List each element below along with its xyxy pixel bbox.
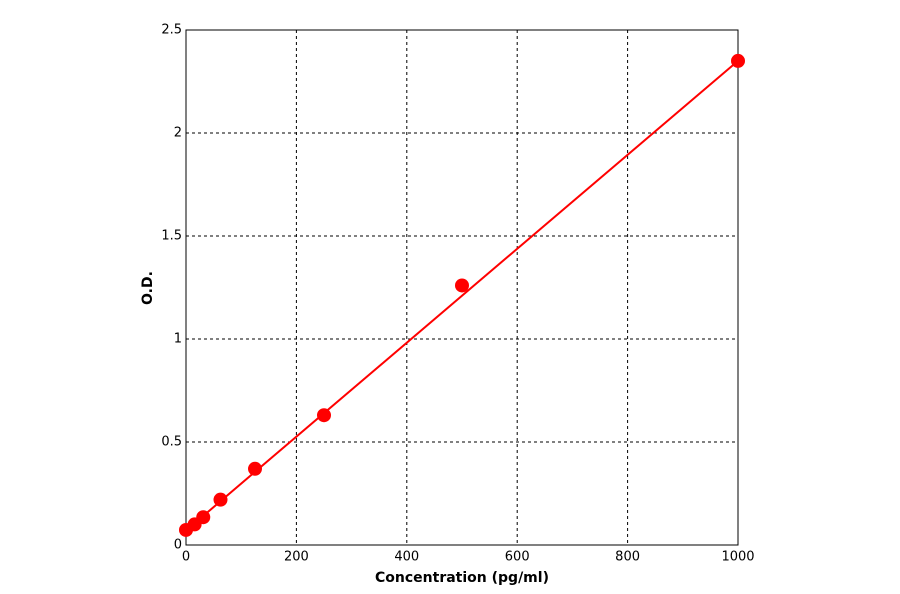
x-tick-label: 600 — [505, 550, 530, 565]
x-tick-label: 400 — [394, 550, 419, 565]
x-tick-label: 1000 — [721, 550, 754, 565]
data-point — [213, 492, 228, 507]
data-point — [196, 510, 211, 525]
data-point — [248, 461, 262, 476]
y-tick-label: 1.5 — [161, 229, 182, 244]
data-point — [731, 53, 745, 68]
plot-border — [185, 29, 739, 546]
x-tick-label: 200 — [284, 550, 309, 565]
y-tick-label: 2 — [174, 126, 182, 141]
y-tick-label: 1 — [174, 332, 182, 347]
y-tick-label: 2.5 — [161, 23, 182, 38]
y-axis-label: O.D. — [140, 271, 156, 305]
x-tick-label: 800 — [615, 550, 640, 565]
data-point — [455, 278, 469, 293]
data-point — [317, 408, 331, 423]
x-tick-label: 0 — [182, 550, 190, 565]
x-axis-label: Concentration (pg/ml) — [375, 570, 549, 586]
y-tick-label: 0.5 — [161, 435, 182, 450]
y-tick-label: 0 — [174, 538, 182, 553]
fit-line — [185, 60, 739, 532]
